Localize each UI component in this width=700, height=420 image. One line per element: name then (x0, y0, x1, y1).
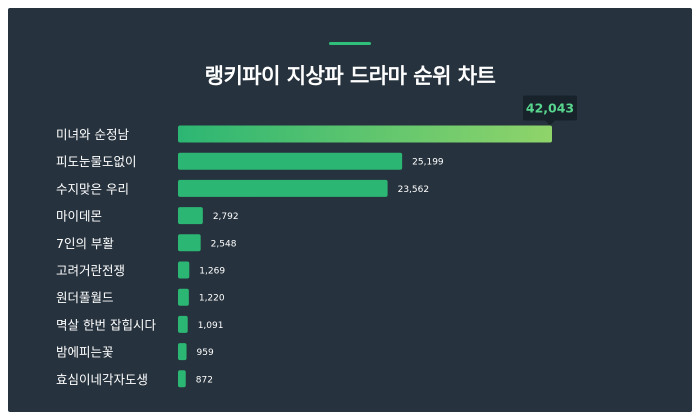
value-label: 872 (196, 375, 213, 385)
value-callout-box (523, 95, 577, 121)
bar (178, 370, 186, 388)
value-label: 959 (197, 348, 214, 358)
category-label: 마이데몬 (56, 209, 102, 224)
bar (178, 234, 201, 252)
category-label: 피도눈물도없이 (56, 154, 137, 169)
value-label: 1,091 (198, 321, 224, 331)
category-label: 7인의 부활 (56, 236, 114, 251)
value-label: 23,562 (398, 185, 430, 195)
category-label: 수지맞은 우리 (56, 181, 129, 196)
bar (178, 261, 190, 279)
value-label: 2,548 (211, 239, 237, 249)
bar (178, 207, 203, 225)
chart-title: 랭키파이 지상파 드라마 순위 차트 (204, 64, 496, 88)
category-label: 미녀와 순정남 (56, 127, 129, 142)
value-label: 42,043 (526, 101, 574, 116)
bar (178, 315, 188, 333)
category-label: 고려거란전쟁 (56, 263, 125, 278)
title-accent-line (329, 42, 371, 45)
bar-chart: 미녀와 순정남 42,043 피도눈물도없이 25,199 수지맞은 우리 23,562 마… (56, 95, 577, 388)
chart-panel: 랭키파이 지상파 드라마 순위 차트 미녀와 순정남 42,043 피도눈물도없이 2… (8, 8, 692, 412)
category-label: 효심이네각자도생 (56, 372, 148, 387)
value-label: 1,220 (199, 294, 225, 304)
bar (178, 288, 189, 306)
value-label: 25,199 (412, 158, 444, 168)
bar (178, 179, 388, 197)
bar (178, 152, 403, 170)
bar (178, 125, 552, 143)
category-label: 밤에피는꽃 (56, 345, 114, 360)
category-label: 원더풀월드 (56, 290, 114, 305)
category-label: 멱살 한번 잡힙시다 (56, 317, 156, 332)
bar (178, 343, 187, 361)
value-callout-pointer (545, 120, 555, 126)
value-label: 2,792 (213, 212, 239, 222)
value-label: 1,269 (199, 267, 225, 277)
